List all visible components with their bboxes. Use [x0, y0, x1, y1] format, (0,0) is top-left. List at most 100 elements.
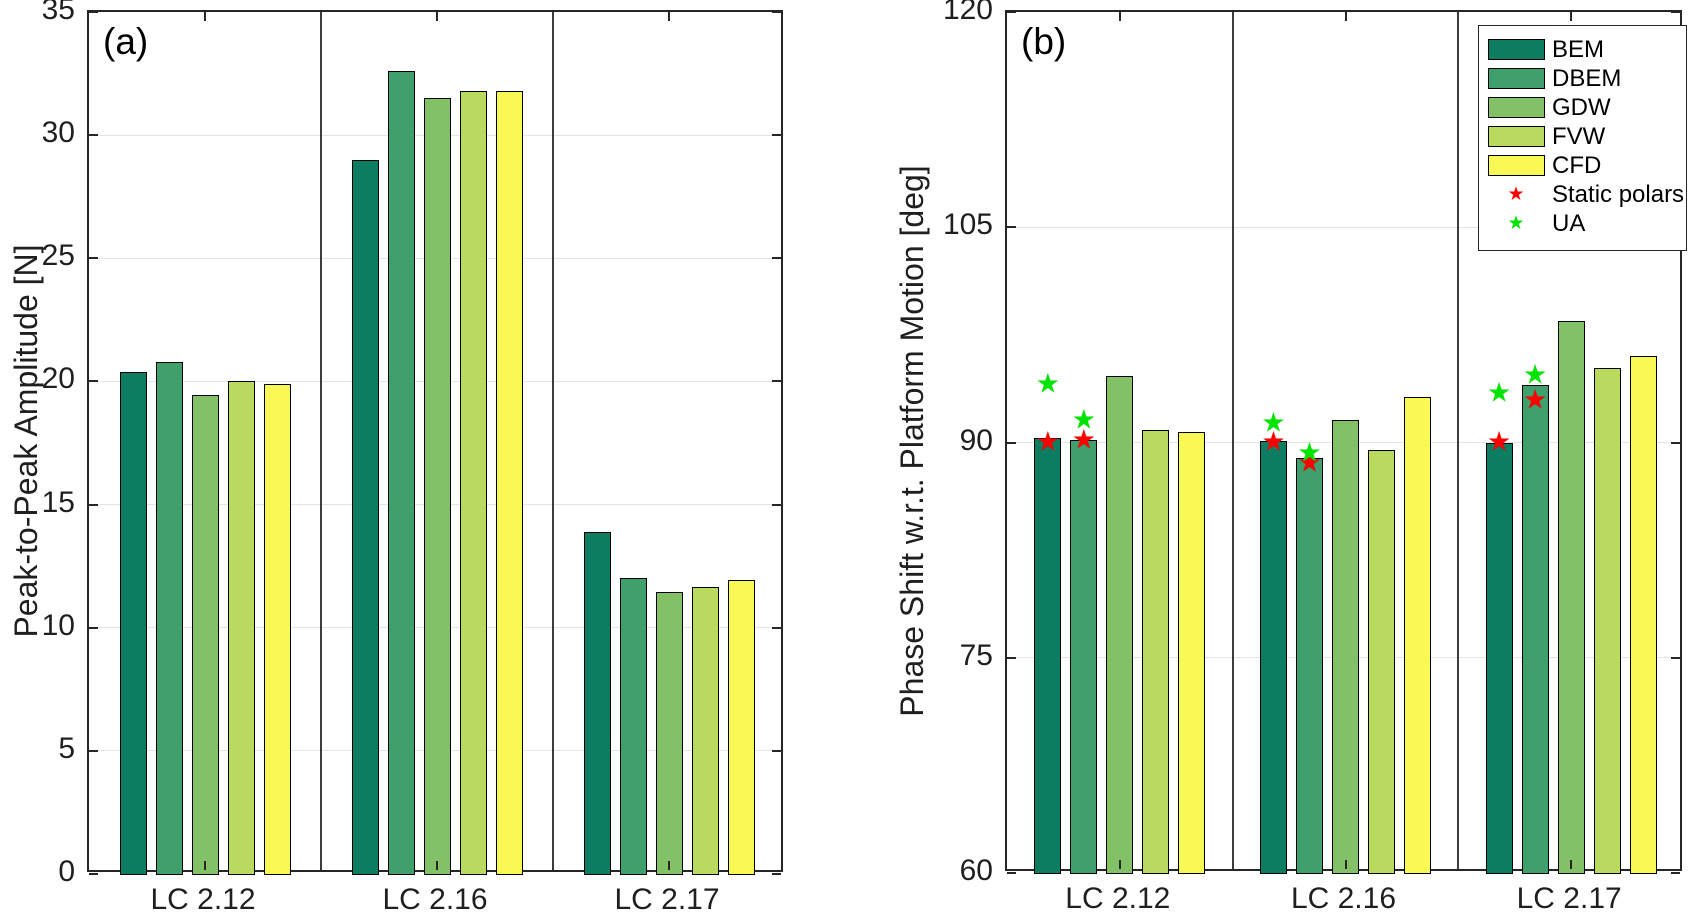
y-tick-label: 75 — [959, 638, 993, 672]
legend-label: FVW — [1552, 122, 1606, 150]
x-tick — [204, 861, 206, 870]
x-category-label: LC 2.17 — [1516, 882, 1622, 915]
legend-item-cfd: CFD — [1479, 151, 1686, 180]
x-category-label: LC 2.16 — [382, 883, 488, 916]
legend-label: GDW — [1552, 93, 1611, 121]
bar-gdw-lc-2.12 — [191, 394, 219, 875]
ua-marker: ★ — [1523, 359, 1548, 390]
static-polars-marker: ★ — [1297, 447, 1322, 478]
ua-marker: ★ — [1297, 437, 1322, 468]
ua-marker: ★ — [1487, 377, 1512, 408]
bar-bem-lc-2.16 — [1260, 441, 1287, 874]
x-tick — [1344, 12, 1347, 21]
legend-item-fvw: FVW — [1479, 122, 1686, 151]
bar-cfd-lc-2.17 — [727, 579, 755, 875]
bar-dbem-lc-2.17 — [619, 578, 647, 875]
legend-label: DBEM — [1552, 64, 1622, 92]
bar-fvw-lc-2.17 — [1593, 367, 1621, 874]
legend-label: BEM — [1552, 35, 1605, 63]
y-tick — [89, 380, 98, 383]
static-polars-marker: ★ — [1071, 424, 1096, 455]
y-tick-label: 105 — [942, 208, 993, 242]
bar-cfd-lc-2.12 — [263, 383, 291, 875]
y-tick — [1007, 11, 1016, 13]
group-divider — [1231, 12, 1234, 869]
y-tick — [89, 749, 98, 752]
y-tick-label: 60 — [959, 854, 993, 887]
x-tick — [1344, 860, 1347, 869]
legend: BEM DBEM GDW FVW CFD ★ Static polars ★ UA — [1478, 25, 1687, 251]
gridline — [1007, 226, 1680, 228]
static-polars-marker: ★ — [1261, 425, 1286, 456]
y-tick — [772, 134, 781, 137]
y-tick — [1007, 656, 1016, 659]
static-polars-star-icon: ★ — [1507, 184, 1525, 205]
static-polars-marker: ★ — [1523, 384, 1548, 415]
x-tick — [668, 861, 670, 870]
legend-swatch-bem-icon — [1488, 39, 1545, 60]
bar-gdw-lc-2.17 — [655, 592, 683, 875]
ua-marker: ★ — [1035, 368, 1060, 399]
plot-area-a — [87, 10, 783, 875]
y-tick — [772, 873, 781, 875]
y-tick — [772, 380, 781, 383]
bar-dbem-lc-2.17 — [1521, 385, 1549, 874]
y-tick — [89, 503, 98, 506]
x-tick — [1570, 860, 1573, 869]
y-tick-label: 35 — [41, 0, 75, 26]
x-tick — [668, 12, 670, 21]
legend-swatch-gdw-icon — [1488, 97, 1545, 118]
y-tick — [1671, 656, 1680, 659]
x-tick — [1570, 12, 1573, 21]
x-category-label: LC 2.16 — [1290, 882, 1397, 915]
legend-label: UA — [1552, 209, 1586, 237]
y-tick — [772, 749, 781, 752]
bar-fvw-lc-2.12 — [1142, 429, 1170, 874]
legend-swatch-fvw-icon — [1488, 126, 1545, 147]
y-tick-label: 5 — [58, 731, 75, 765]
y-tick — [89, 257, 98, 260]
x-category-label: LC 2.12 — [150, 883, 256, 916]
y-tick-label: 0 — [58, 855, 75, 888]
bar-gdw-lc-2.17 — [1557, 320, 1585, 874]
x-tick — [1118, 860, 1121, 869]
bar-bem-lc-2.17 — [583, 531, 611, 875]
x-tick — [436, 861, 438, 870]
y-tick-label: 15 — [41, 485, 75, 519]
y-tick — [772, 503, 781, 506]
y-tick — [89, 626, 98, 629]
bar-gdw-lc-2.12 — [1106, 376, 1134, 874]
bar-dbem-lc-2.12 — [1070, 439, 1098, 874]
panel-label-b: (b) — [1021, 21, 1067, 62]
y-tick-label: 25 — [41, 239, 75, 273]
y-tick — [89, 11, 98, 13]
legend-item-static-polars: ★ Static polars — [1479, 180, 1686, 209]
y-tick — [772, 11, 781, 13]
bar-bem-lc-2.16 — [351, 159, 379, 875]
x-tick — [204, 12, 206, 21]
ua-star-icon: ★ — [1507, 213, 1525, 234]
ua-marker: ★ — [1261, 407, 1286, 438]
static-polars-marker: ★ — [1035, 425, 1060, 456]
bar-dbem-lc-2.12 — [155, 361, 183, 875]
y-tick-label: 90 — [959, 423, 993, 457]
legend-swatch-cfd-icon — [1488, 155, 1545, 176]
group-divider — [552, 12, 554, 870]
bar-gdw-lc-2.16 — [423, 98, 451, 875]
bar-gdw-lc-2.16 — [1332, 419, 1359, 874]
x-category-label: LC 2.17 — [614, 883, 720, 916]
ua-marker: ★ — [1071, 404, 1096, 435]
bar-cfd-lc-2.12 — [1178, 432, 1206, 874]
y-tick-label: 10 — [41, 608, 75, 642]
bar-cfd-lc-2.16 — [1404, 396, 1431, 874]
y-tick — [1671, 11, 1680, 13]
y-tick — [1007, 441, 1016, 444]
legend-item-gdw: GDW — [1479, 93, 1686, 122]
legend-item-bem: BEM — [1479, 35, 1686, 64]
bar-fvw-lc-2.16 — [1368, 449, 1395, 874]
y-tick — [1007, 226, 1016, 229]
y-tick-label: 20 — [41, 362, 75, 396]
y-tick — [89, 873, 98, 875]
legend-item-ua: ★ UA — [1479, 209, 1686, 238]
x-tick — [1118, 12, 1121, 21]
